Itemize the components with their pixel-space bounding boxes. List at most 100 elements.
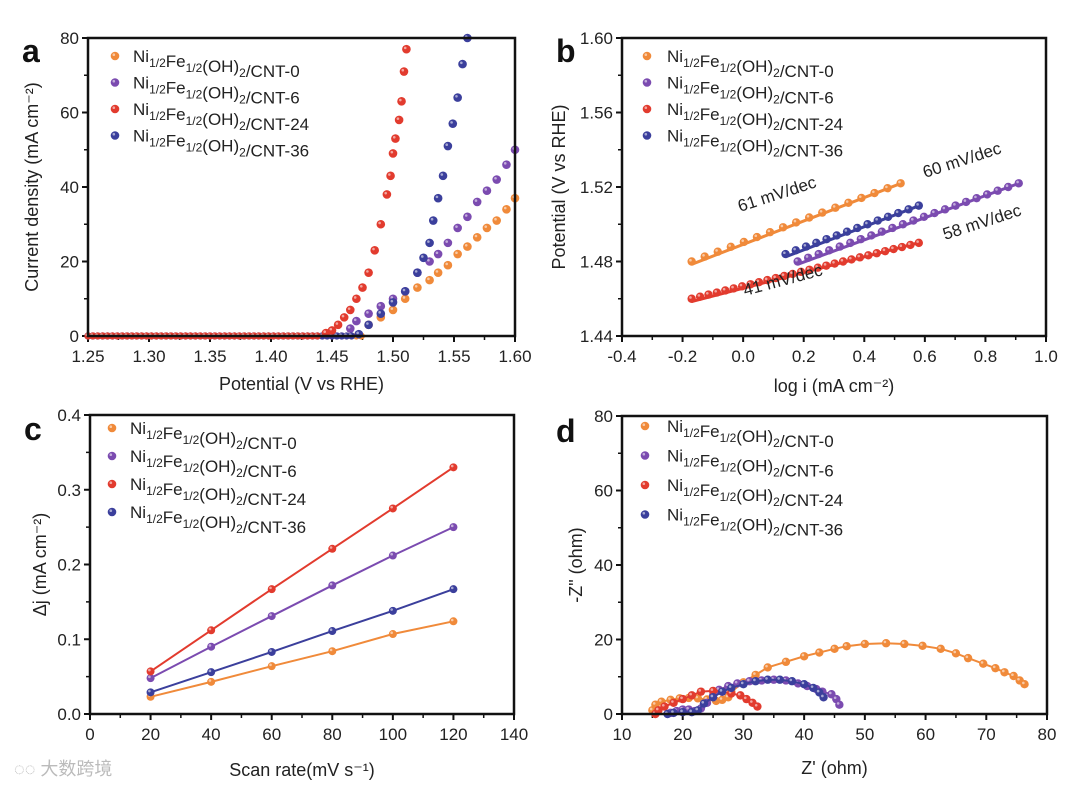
- data-point-highlight: [148, 668, 151, 672]
- data-point-highlight: [883, 640, 887, 644]
- x-tick-label: 1.35: [193, 347, 226, 366]
- data-point: [352, 316, 361, 326]
- legend-label: Ni1/2Fe1/2(OH)2/CNT-36: [667, 506, 843, 540]
- legend-label: Ni1/2Fe1/2(OH)2/CNT-0: [130, 419, 297, 453]
- data-point: [838, 257, 848, 266]
- data-point-highlight: [644, 106, 648, 109]
- data-point: [425, 238, 434, 248]
- data-point-highlight: [269, 613, 272, 617]
- data-point: [835, 242, 844, 251]
- panel-letter: a: [22, 33, 40, 69]
- data-point: [443, 141, 453, 151]
- data-point-highlight: [378, 221, 381, 225]
- data-point-highlight: [832, 260, 835, 264]
- data-point: [388, 504, 397, 513]
- data-point-highlight: [464, 214, 468, 217]
- data-point: [1014, 179, 1023, 188]
- data-point-highlight: [740, 681, 744, 685]
- data-point-highlight: [862, 641, 865, 644]
- data-point-highlight: [705, 292, 709, 295]
- legend-item-CNT-24: Ni1/2Fe1/2(OH)2/CNT-24: [110, 100, 309, 134]
- y-tick-label: 1.60: [580, 29, 613, 48]
- data-point-highlight: [824, 236, 827, 240]
- x-tick-label: 1.0: [1034, 347, 1058, 366]
- legend-label: Ni1/2Fe1/2(OH)2/CNT-24: [667, 100, 843, 134]
- data-point: [433, 268, 443, 277]
- series-CNT-36: [663, 675, 828, 719]
- data-point: [640, 451, 650, 460]
- data-point-highlight: [112, 53, 116, 56]
- series-CNT-0: [84, 193, 520, 340]
- data-point-highlight: [698, 689, 702, 692]
- data-point: [856, 234, 866, 244]
- data-point-highlight: [765, 664, 768, 668]
- data-point: [704, 290, 713, 299]
- data-point-highlight: [754, 234, 758, 238]
- data-point-highlight: [644, 53, 648, 56]
- data-point-highlight: [857, 254, 861, 258]
- data-point-highlight: [719, 697, 723, 700]
- data-point: [873, 216, 882, 225]
- data-point-highlight: [837, 244, 840, 247]
- data-point-highlight: [148, 675, 151, 679]
- data-point-highlight: [642, 452, 646, 456]
- data-point-highlight: [764, 277, 768, 281]
- legend-item-CNT-36: Ni1/2Fe1/2(OH)2/CNT-36: [642, 127, 843, 161]
- legend-item-CNT-0: Ni1/2Fe1/2(OH)2/CNT-0: [642, 47, 834, 81]
- data-point: [449, 585, 458, 594]
- x-axis-title: Z' (ohm): [801, 758, 867, 778]
- data-point: [267, 612, 276, 621]
- legend-item-CNT-0: Ni1/2Fe1/2(OH)2/CNT-0: [640, 417, 834, 451]
- data-point: [346, 324, 355, 333]
- data-point-highlight: [695, 707, 698, 711]
- data-point-highlight: [450, 121, 453, 124]
- data-point-highlight: [649, 707, 653, 711]
- data-point-highlight: [435, 195, 439, 199]
- data-point-highlight: [710, 688, 714, 691]
- data-point: [453, 249, 462, 259]
- data-point-highlight: [754, 703, 758, 707]
- y-tick-label: 20: [60, 253, 79, 272]
- data-point: [775, 675, 785, 684]
- y-tick-label: 1.56: [580, 104, 613, 123]
- data-point-highlight: [793, 219, 797, 223]
- data-point-highlight: [932, 210, 935, 214]
- data-point-highlight: [440, 173, 444, 176]
- data-point: [860, 639, 870, 649]
- data-point-highlight: [390, 505, 393, 509]
- y-tick-label: 20: [594, 631, 613, 650]
- data-point-highlight: [414, 284, 418, 288]
- data-point-highlight: [801, 681, 805, 685]
- data-point: [822, 234, 831, 244]
- x-tick-label: 60: [916, 725, 935, 744]
- data-point: [857, 193, 866, 203]
- y-tick-label: 0: [604, 705, 613, 724]
- data-point-highlight: [445, 240, 449, 243]
- y-tick-label: 80: [60, 29, 79, 48]
- data-point: [781, 249, 790, 259]
- data-point-highlight: [1005, 184, 1009, 187]
- data-point: [799, 652, 809, 661]
- data-point: [805, 213, 814, 222]
- data-point-highlight: [801, 653, 805, 657]
- data-point-highlight: [455, 95, 458, 98]
- x-tick-label: 140: [500, 725, 528, 744]
- data-point-highlight: [445, 143, 449, 147]
- legend-item-CNT-0: Ni1/2Fe1/2(OH)2/CNT-0: [107, 419, 297, 453]
- data-point: [449, 523, 458, 532]
- legend: Ni1/2Fe1/2(OH)2/CNT-0Ni1/2Fe1/2(OH)2/CNT…: [107, 419, 306, 537]
- data-point-highlight: [658, 699, 662, 702]
- legend-label: Ni1/2Fe1/2(OH)2/CNT-0: [667, 417, 834, 451]
- data-point-highlight: [844, 643, 847, 647]
- data-point-highlight: [644, 132, 648, 136]
- data-point: [110, 104, 120, 114]
- data-point-highlight: [329, 582, 333, 586]
- plot-area: [146, 463, 458, 701]
- data-point: [328, 647, 337, 656]
- data-point-highlight: [728, 685, 732, 688]
- data-point: [333, 320, 343, 330]
- series-CNT-6: [84, 145, 520, 340]
- y-tick-label: 0.0: [57, 705, 81, 724]
- data-point: [914, 238, 923, 248]
- data-point-highlight: [329, 546, 333, 549]
